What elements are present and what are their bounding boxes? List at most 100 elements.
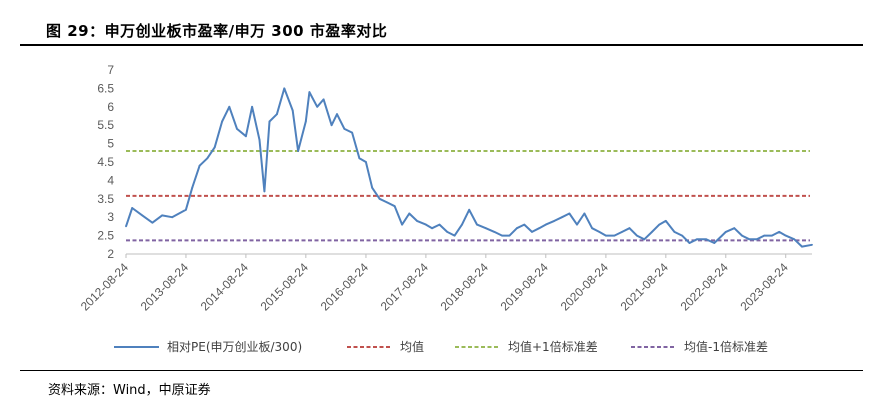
data-point [276,113,278,116]
data-point [568,212,571,215]
series-line [125,87,813,248]
data-point [386,201,389,204]
data-point [508,234,511,237]
data-point [438,223,441,226]
data-point [468,208,471,211]
data-point [778,231,781,233]
x-tick-label: 2013-08-24 [138,260,192,314]
legend-label: 均值 [400,339,424,354]
data-point [651,231,653,233]
data-point [316,105,319,108]
data-point [336,113,338,116]
data-point [141,214,144,217]
data-point [401,223,403,226]
data-point [378,197,381,200]
y-tick-label: 4.5 [97,155,114,169]
data-point [198,164,201,167]
data-point [258,139,261,141]
x-tick-label: 2016-08-24 [318,260,372,314]
footer-rule [20,370,863,371]
data-point [628,227,631,230]
data-point [236,127,238,130]
data-point [681,234,683,237]
y-tick-label: 3 [107,210,114,224]
y-tick-label: 7 [107,63,114,77]
data-point [371,186,374,189]
data-point [191,186,194,189]
figure-header: 图 29：申万创业板市盈率/申万 300 市盈率对比 [20,18,863,44]
legend-label: 均值+1倍标准差 [508,339,598,354]
data-point [263,190,266,193]
data-point [741,234,743,237]
x-axis: 2012-08-24 2013-08-24 2014-08-24 2015-08-24… [78,253,812,314]
series-layer [125,87,813,248]
data-point [268,120,271,123]
data-point [493,231,496,233]
data-point [330,124,333,127]
data-point [544,223,547,226]
y-tick-label: 6 [107,100,114,114]
data-point [605,234,607,237]
data-point [658,223,661,226]
x-tick-label: 2019-08-24 [498,260,552,314]
x-tick-label: 2014-08-24 [198,260,252,314]
x-tick-label: 2012-08-24 [78,260,132,314]
data-point [598,231,601,233]
data-point [416,220,418,222]
legend: 相对PE(申万创业板/300) 均值 均值+1倍标准差 均值-1倍标准差 [114,339,768,354]
data-point [425,223,427,226]
data-point [636,234,638,237]
data-point [343,127,346,130]
data-point [771,234,773,237]
data-point [523,223,526,226]
data-point [351,131,353,134]
data-point [688,242,691,244]
x-tick-label: 2015-08-24 [258,260,312,314]
data-point [283,87,286,90]
data-point [621,231,623,233]
data-point [453,234,456,237]
data-point [484,227,487,230]
header-rule [20,44,863,46]
data-point [291,109,294,112]
data-point [476,223,478,226]
data-point [228,105,231,108]
data-point [304,120,307,123]
y-tick-label: 5 [107,137,114,151]
reference-lines [126,149,810,242]
data-point [171,216,174,219]
data-point [151,221,154,224]
data-point [322,98,325,101]
data-point [206,157,209,160]
legend-label: 相对PE(申万创业板/300) [167,340,302,354]
y-tick-label: 2 [107,247,114,261]
y-axis: 2 2.5 3 3.5 4 4.5 5 5.5 6 6.5 7 [97,63,114,261]
x-tick-label: 2021-08-24 [618,260,672,314]
data-point [755,238,758,241]
data-point [576,223,578,226]
data-point [408,212,411,215]
data-point [713,242,716,244]
data-point [705,238,708,241]
data-point [538,227,541,230]
source-note: 资料来源：Wind，中原证券 [48,383,211,398]
data-point [245,135,247,138]
data-point [643,238,646,241]
data-point [431,227,433,230]
data-point [131,207,134,209]
data-point [724,231,727,233]
data-point [501,234,503,237]
data-point [721,234,723,237]
data-point [748,238,751,241]
data-point [358,157,361,160]
figure-title: 图 29：申万创业板市盈率/申万 300 市盈率对比 [46,22,388,40]
data-point [125,225,127,228]
data-point [446,231,449,233]
data-point [308,91,311,93]
legend-label: 均值-1倍标准差 [684,339,768,354]
x-tick-label: 2023-08-24 [738,260,792,314]
x-tick-label: 2020-08-24 [558,260,612,314]
data-point [561,216,563,219]
data-point [763,234,766,237]
